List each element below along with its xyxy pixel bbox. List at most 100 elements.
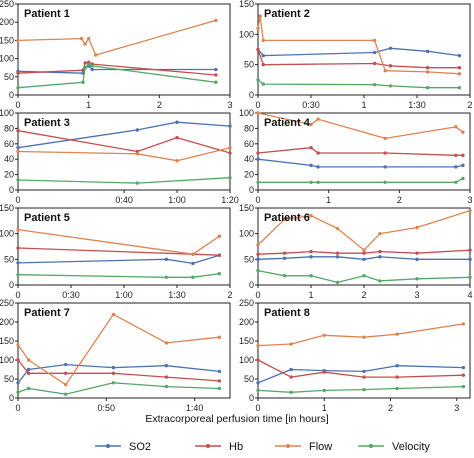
data-point-velocity [388,84,393,88]
data-point-hb [461,153,465,158]
x-tick-label: 0:30 [302,100,320,110]
data-point-flow [383,69,387,73]
data-point-flow [258,14,262,18]
x-tick-label: 0 [15,290,20,300]
x-tick-label: 1 [326,195,331,205]
data-point-flow [256,243,260,247]
data-point-flow [383,136,387,141]
data-point-hb [16,246,20,250]
y-tick-label: 0 [249,185,254,195]
data-point-flow [26,358,31,362]
series-line-flow [17,228,220,255]
panel-patient-6: 0 50 100 150 0 1 2 3 4 Patient 6 [239,203,473,300]
series-line-hb [17,61,216,76]
y-tick-label: 150 [239,203,254,213]
data-point-hb [261,62,265,67]
data-point-hb [217,253,222,257]
legend-item-hb: Hb [195,441,243,453]
data-point-flow [457,72,462,76]
data-point-hb [415,251,419,255]
data-point-flow [425,70,430,74]
x-tick-label: 4 [467,290,472,300]
data-point-flow [309,122,313,127]
data-point-velocity [289,390,293,394]
data-point-flow [378,231,382,236]
data-point-hb [457,66,462,70]
y-tick-label: 250 [239,298,254,308]
series-line-velocity [258,177,464,183]
series-line-flow [17,147,231,162]
series-line-velocity [257,269,471,284]
data-point-so2 [461,163,465,168]
data-point-so2 [362,257,366,262]
y-tick-label: 40 [4,154,14,164]
data-point-flow [256,111,260,115]
data-point-so2 [282,256,287,261]
y-tick-label: 0 [249,90,254,100]
data-point-velocity [164,275,169,279]
y-tick-label: 20 [244,170,254,180]
x-tick-label: 3 [454,403,459,413]
x-axis-label: Extracorporeal perfusion time [in hours] [145,413,328,425]
y-tick-label: 150 [0,35,14,45]
data-point-so2 [228,124,232,128]
data-point-so2 [217,369,222,374]
data-point-flow [282,217,287,221]
data-point-velocity [83,66,87,70]
legend-item-flow: Flow [275,441,332,453]
data-point-so2 [63,362,68,367]
data-point-velocity [457,86,462,90]
data-point-flow [164,341,169,345]
legend: SO2 Hb Flow Velocity [95,441,430,453]
y-tick-label: 0 [249,280,254,290]
data-point-so2 [16,381,20,385]
data-point-so2 [289,367,293,372]
panel-title: Patient 3 [24,117,70,129]
data-point-flow [322,333,326,337]
data-point-so2 [372,50,377,55]
data-point-so2 [395,364,399,368]
data-point-so2 [415,257,419,262]
x-tick-label: 1:00 [115,290,133,300]
x-tick-label: 0 [255,195,260,205]
data-point-flow [16,38,20,43]
data-point-flow [395,332,399,336]
x-tick-label: 0 [255,403,260,413]
data-point-hb [468,248,472,252]
data-point-so2 [468,257,472,262]
y-tick-label: 40 [244,154,254,164]
data-point-so2 [191,261,195,266]
data-point-velocity [16,390,20,394]
data-point-flow [111,312,116,317]
x-tick-label: 0 [15,403,20,413]
data-point-velocity [322,388,326,393]
data-point-flow [86,36,91,41]
data-point-hb [362,251,366,255]
data-point-velocity [309,180,313,184]
data-point-flow [175,159,179,163]
x-tick-label: 1:30 [408,100,426,110]
y-tick-label: 100 [0,54,14,64]
data-point-velocity [415,277,419,281]
legend-marker [106,444,110,448]
panel-title: Patient 5 [24,212,70,224]
data-point-velocity [191,275,195,279]
data-point-hb [256,47,260,52]
data-point-flow [454,125,458,129]
panel-patient-5: 0 50 100 150 0 0:30 1:00 1:30 2 Patient 5 [0,203,233,300]
data-point-velocity [256,268,260,273]
y-tick-label: 60 [244,139,254,149]
data-point-velocity [362,387,366,392]
x-tick-label: 0:50 [98,403,116,413]
data-point-so2 [335,255,340,259]
data-point-velocity [282,274,287,278]
series-line-hb [257,359,464,378]
data-point-flow [191,252,195,256]
series-line-so2 [17,254,220,265]
y-tick-label: 100 [0,108,14,118]
data-point-hb [454,153,458,158]
data-point-velocity [164,384,169,389]
data-point-hb [309,249,313,254]
data-point-so2 [454,165,458,169]
x-tick-label: 2 [397,195,402,205]
